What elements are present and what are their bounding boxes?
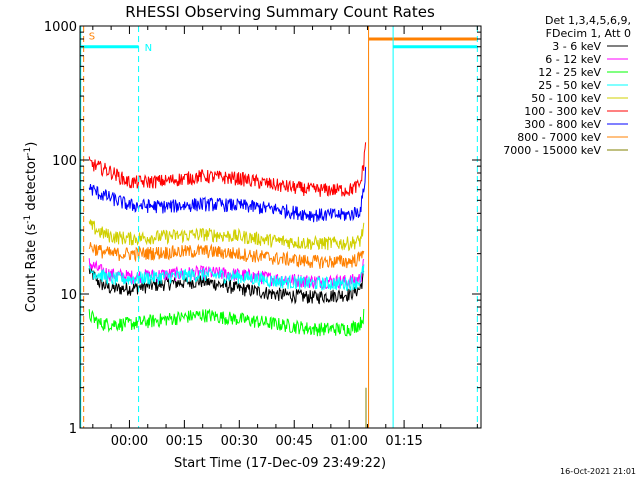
y-axis-label-exp1: -1 [23, 215, 33, 224]
y-tick-label-1000: 1000 [44, 20, 77, 35]
series-50-100-kev [88, 219, 365, 252]
x-tick-label-01-00: 01:00 [330, 434, 367, 449]
legend-entry-300-800-kev: 300 - 800 keV [524, 118, 628, 131]
y-axis-label: Count Rate (s-1 detector-1) [23, 142, 39, 313]
status-bar-n-label: N [145, 43, 152, 54]
status-bar-s-label: S [89, 31, 95, 42]
x-tick-label-00-45: 00:45 [275, 434, 312, 449]
y-axis-label-mid: detector [24, 155, 39, 215]
series-25-50-kev-line [88, 264, 365, 291]
vertical-markers [80, 26, 478, 428]
legend-entry-3-6-kev-label: 3 - 6 keV [552, 40, 601, 53]
legend-header-line-1: Det 1,3,4,5,6,9, [545, 14, 631, 27]
legend-entry-12-25-kev-label: 12 - 25 keV [538, 66, 601, 79]
y-axis-ticks: 1 10 100 1000 [44, 20, 481, 437]
legend-entry-25-50-kev-label: 25 - 50 keV [538, 79, 601, 92]
legend-entry-25-50-kev: 25 - 50 keV [538, 79, 628, 92]
series-25-50-kev [88, 264, 365, 291]
plot-frame [79, 25, 482, 429]
y-tick-label-100: 100 [52, 154, 77, 169]
legend-entry-3-6-kev: 3 - 6 keV [552, 40, 628, 53]
legend-entry-7000-15000-kev: 7000 - 15000 keV [503, 144, 628, 157]
series-3-6-kev [88, 266, 365, 305]
legend-entry-12-25-kev: 12 - 25 keV [538, 66, 628, 79]
legend-entry-6-12-kev: 6 - 12 keV [545, 53, 628, 66]
series-50-100-kev-line [88, 219, 365, 252]
series-800-7000-kev-line [88, 242, 365, 269]
chart-title: RHESSI Observing Summary Count Rates [125, 3, 435, 21]
series-12-25-kev-line [88, 308, 365, 337]
x-tick-label-01-15: 01:15 [385, 434, 422, 449]
legend-entry-300-800-kev-label: 300 - 800 keV [524, 118, 601, 131]
legend-header-line-2: FDecim 1, Att 0 [546, 27, 631, 40]
legend-entry-100-300-kev-label: 100 - 300 keV [524, 105, 601, 118]
series-3-6-kev-line [88, 266, 365, 305]
status-bar-n: N [80, 43, 152, 54]
series-12-25-kev [88, 308, 365, 337]
x-tick-label-00-15: 00:15 [166, 434, 203, 449]
legend-entry-6-12-kev-label: 6 - 12 keV [545, 53, 601, 66]
y-tick-label-10: 10 [60, 288, 77, 303]
status-bar-s: S [89, 31, 95, 42]
status-bars: SN [80, 31, 478, 54]
x-tick-label-00-00: 00:00 [111, 434, 148, 449]
series-800-7000-kev [88, 242, 365, 269]
y-tick-label-1: 1 [69, 422, 77, 437]
y-axis-label-main: Count Rate (s [24, 224, 39, 313]
legend-entry-50-100-kev: 50 - 100 keV [531, 92, 628, 105]
series-100-300-kev-line [88, 142, 367, 197]
x-tick-label-00-30: 00:30 [221, 434, 258, 449]
series-100-300-kev [88, 142, 367, 197]
legend-entry-50-100-kev-label: 50 - 100 keV [531, 92, 601, 105]
legend-entry-100-300-kev: 100 - 300 keV [524, 105, 628, 118]
plot-area: SN 00:00 00:15 00:30 00:45 01:00 01:15 110100… [44, 20, 482, 449]
y-axis-label-end: ) [24, 142, 39, 147]
footer-date: 16-Oct-2021 21:01 [560, 467, 636, 476]
legend-entry-7000-15000-kev-label: 7000 - 15000 keV [503, 144, 601, 157]
series-layer [88, 142, 367, 428]
series-300-800-kev [88, 166, 367, 223]
legend: Det 1,3,4,5,6,9, FDecim 1, Att 0 3 - 6 k… [503, 14, 631, 157]
x-axis-label: Start Time (17-Dec-09 23:49:22) [174, 456, 386, 471]
x-axis-ticks: 00:00 00:15 00:30 00:45 01:00 01:15 [92, 26, 478, 449]
legend-entry-800-7000-kev: 800 - 7000 keV [517, 131, 628, 144]
y-axis-label-exp2: -1 [23, 147, 33, 156]
series-300-800-kev-line [88, 166, 367, 223]
legend-entry-800-7000-kev-label: 800 - 7000 keV [517, 131, 601, 144]
